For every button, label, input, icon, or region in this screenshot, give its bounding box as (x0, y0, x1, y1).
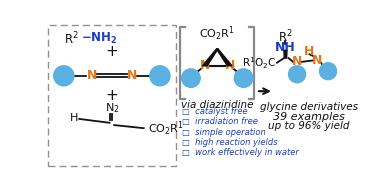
Polygon shape (217, 49, 232, 66)
Text: via diaziridine: via diaziridine (181, 100, 254, 110)
Text: $\rm R^2$: $\rm R^2$ (278, 29, 293, 46)
Text: H: H (70, 113, 78, 123)
Text: $+$: $+$ (105, 44, 119, 59)
Text: □  simple operation: □ simple operation (183, 128, 266, 136)
Circle shape (182, 69, 200, 87)
Circle shape (319, 63, 337, 80)
Circle shape (234, 69, 253, 87)
Text: □  irradiation free: □ irradiation free (183, 117, 258, 126)
Polygon shape (284, 50, 287, 58)
Text: 39 examples: 39 examples (273, 112, 344, 122)
Text: $\rm R^1O_2C$: $\rm R^1O_2C$ (242, 55, 276, 70)
Polygon shape (203, 49, 218, 66)
Text: N: N (312, 54, 322, 67)
Circle shape (289, 66, 306, 83)
Circle shape (150, 66, 170, 86)
Text: N: N (200, 59, 210, 72)
Text: $\rm R^2$: $\rm R^2$ (64, 31, 79, 47)
Text: $\rm CO_2R^1$: $\rm CO_2R^1$ (199, 25, 235, 43)
Text: □  work effectively in water: □ work effectively in water (183, 148, 299, 157)
Text: $\rm N_2$: $\rm N_2$ (105, 101, 119, 115)
Text: NH: NH (275, 41, 296, 54)
Text: N: N (127, 69, 137, 81)
Text: □  high reaction yields: □ high reaction yields (183, 138, 278, 147)
Circle shape (54, 66, 74, 86)
Text: $\rm CO_2R^1$: $\rm CO_2R^1$ (147, 120, 184, 138)
Text: up to 96% yield: up to 96% yield (268, 121, 349, 131)
Text: H: H (304, 45, 315, 58)
Text: □  catalyst free: □ catalyst free (183, 107, 248, 116)
Text: $+$: $+$ (105, 88, 119, 103)
Text: glycine derivatives: glycine derivatives (260, 102, 358, 112)
Text: N: N (86, 69, 97, 81)
Text: N: N (292, 55, 302, 68)
Text: N: N (224, 59, 235, 72)
Text: $\bf{-NH_2}$: $\bf{-NH_2}$ (81, 31, 117, 46)
